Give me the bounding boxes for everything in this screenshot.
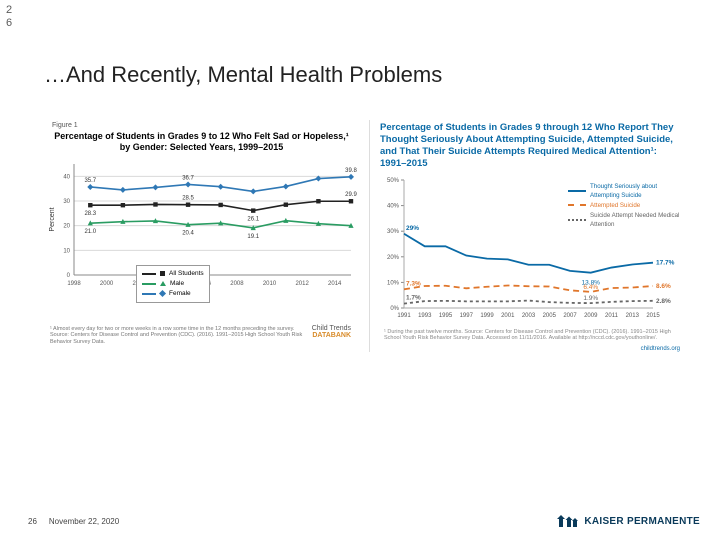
childtrends-brand: Child Trends DATABANK <box>312 323 359 339</box>
corner-l1: 2 <box>6 4 12 17</box>
svg-text:1995: 1995 <box>439 313 453 319</box>
svg-text:19.1: 19.1 <box>247 233 259 239</box>
left-chart-title: Percentage of Students in Grades 9 to 12… <box>44 129 359 158</box>
svg-text:28.5: 28.5 <box>182 195 194 201</box>
svg-text:7.3%: 7.3% <box>406 280 421 287</box>
svg-text:0%: 0% <box>390 306 399 312</box>
svg-text:2007: 2007 <box>563 313 577 319</box>
svg-text:28.3: 28.3 <box>84 211 96 217</box>
svg-text:6.4%: 6.4% <box>583 283 598 290</box>
slide-title: …And Recently, Mental Health Problems <box>44 62 442 88</box>
charts-container: Figure 1 Percentage of Students in Grade… <box>44 120 684 352</box>
svg-text:8.6%: 8.6% <box>656 282 671 289</box>
svg-text:20.4: 20.4 <box>182 230 194 236</box>
svg-text:2014: 2014 <box>328 281 342 287</box>
svg-text:2008: 2008 <box>230 281 244 287</box>
footer: 26 November 22, 2020 KAISER PERMANENTE <box>28 514 700 528</box>
left-plot: 0102030401998200020022004200620082010201… <box>44 158 359 323</box>
svg-text:20: 20 <box>63 223 70 229</box>
svg-text:21.0: 21.0 <box>84 229 96 235</box>
svg-text:2003: 2003 <box>522 313 536 319</box>
svg-text:40%: 40% <box>387 203 400 209</box>
right-chart-title: Percentage of Students in Grades 9 throu… <box>378 120 684 176</box>
left-footnote: ¹ Almost every day for two or more weeks… <box>44 323 312 349</box>
svg-text:1.9%: 1.9% <box>583 295 598 302</box>
svg-text:2.8%: 2.8% <box>656 297 671 304</box>
svg-text:50%: 50% <box>387 178 400 184</box>
kp-name: KAISER PERMANENTE <box>584 516 700 527</box>
svg-text:30: 30 <box>63 199 70 205</box>
svg-text:29%: 29% <box>406 224 419 231</box>
right-footnote: ¹ During the past twelve months. Source:… <box>378 326 684 345</box>
svg-text:1998: 1998 <box>67 281 81 287</box>
left-chart-panel: Figure 1 Percentage of Students in Grade… <box>44 120 359 352</box>
svg-text:2010: 2010 <box>263 281 277 287</box>
svg-text:2009: 2009 <box>584 313 598 319</box>
svg-text:17.7%: 17.7% <box>656 259 675 266</box>
svg-text:2005: 2005 <box>543 313 557 319</box>
left-legend: All StudentsMaleFemale <box>136 265 210 303</box>
svg-text:36.7: 36.7 <box>182 175 194 181</box>
brand-a: Child Trends <box>312 325 351 332</box>
corner-number: 2 6 <box>6 4 12 30</box>
footer-left: 26 November 22, 2020 <box>28 517 119 526</box>
svg-text:1997: 1997 <box>460 313 474 319</box>
svg-text:2000: 2000 <box>100 281 114 287</box>
kp-mark-icon <box>556 514 578 528</box>
svg-text:26.1: 26.1 <box>247 216 259 222</box>
svg-text:39.8: 39.8 <box>345 167 357 173</box>
svg-text:Percent: Percent <box>49 207 56 231</box>
svg-text:29.9: 29.9 <box>345 192 357 198</box>
kp-logo: KAISER PERMANENTE <box>556 514 700 528</box>
page-number: 26 <box>28 517 37 526</box>
svg-text:1999: 1999 <box>480 313 494 319</box>
svg-text:1993: 1993 <box>418 313 432 319</box>
brand-b: DATABANK <box>312 332 351 339</box>
footer-date: November 22, 2020 <box>49 517 119 526</box>
svg-text:30%: 30% <box>387 229 400 235</box>
svg-text:1991: 1991 <box>397 313 411 319</box>
svg-text:2012: 2012 <box>295 281 309 287</box>
childtrends-link: childtrends.org <box>378 344 684 352</box>
svg-text:40: 40 <box>63 174 70 180</box>
svg-text:2011: 2011 <box>605 313 619 319</box>
right-legend: Thought Seriously about Attempting Suici… <box>568 182 680 230</box>
svg-text:2015: 2015 <box>646 313 660 319</box>
svg-text:0: 0 <box>67 273 71 279</box>
corner-l2: 6 <box>6 17 12 30</box>
svg-text:20%: 20% <box>387 254 400 260</box>
svg-text:2001: 2001 <box>501 313 515 319</box>
svg-text:10: 10 <box>63 248 70 254</box>
svg-text:35.7: 35.7 <box>84 177 96 183</box>
right-chart-panel: Percentage of Students in Grades 9 throu… <box>369 120 684 352</box>
svg-text:10%: 10% <box>387 280 400 286</box>
figure-label: Figure 1 <box>44 120 359 129</box>
svg-text:1.7%: 1.7% <box>406 294 421 301</box>
svg-text:2013: 2013 <box>626 313 640 319</box>
right-plot: 0% 10% 20% 30% 40% 50% 1991 1993 1995 1997 1999 200… <box>378 176 684 326</box>
